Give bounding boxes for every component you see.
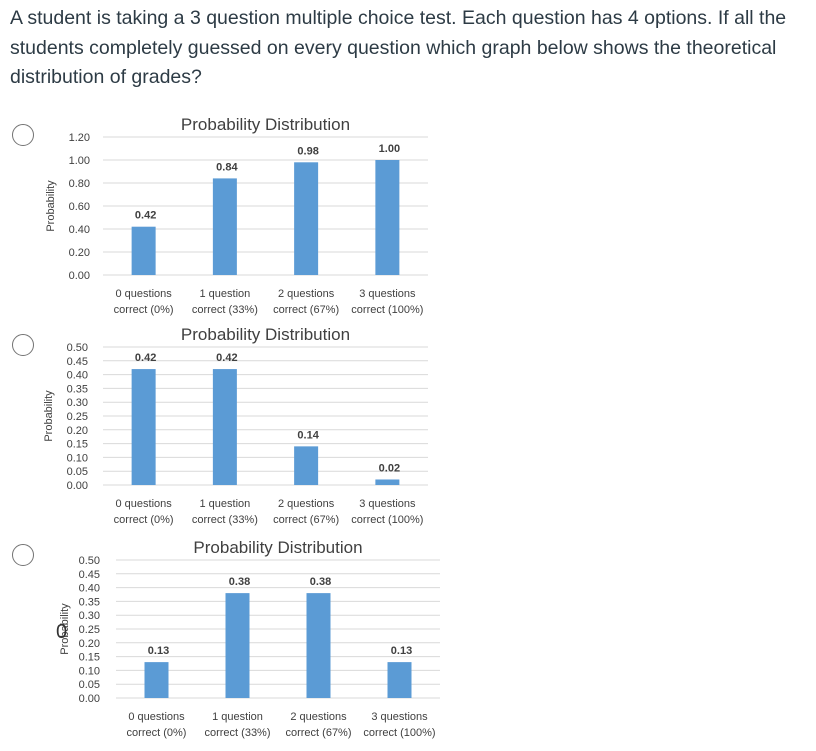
bar: [212, 178, 237, 275]
bar-value-label: 0.14: [297, 429, 319, 441]
x-category-label: 2 questions: [278, 288, 335, 300]
x-category-label: correct (0%): [114, 304, 174, 316]
x-category-label: correct (0%): [114, 514, 174, 526]
x-category-label: correct (67%): [273, 304, 339, 316]
y-tick-label: 0.05: [79, 679, 100, 691]
y-axis-label: Probability: [59, 603, 71, 655]
y-tick-label: 0.10: [79, 665, 100, 677]
y-tick-label: 0.45: [79, 569, 100, 581]
y-tick-label: 0.10: [67, 452, 88, 464]
bar: [375, 479, 400, 485]
bar-value-label: 0.42: [135, 352, 156, 364]
x-category-label: correct (0%): [127, 727, 187, 739]
y-tick-label: 0.15: [67, 439, 88, 451]
y-tick-label: 0.50: [67, 342, 88, 354]
y-axis-label: Probability: [43, 390, 55, 442]
x-category-label: correct (33%): [204, 727, 270, 739]
bar-value-label: 0.13: [148, 645, 169, 657]
x-category-label: 0 questions: [128, 711, 185, 723]
bar: [144, 662, 169, 698]
x-category-label: 3 questions: [359, 288, 416, 300]
bar: [306, 593, 331, 698]
chart-title: Probability Distribution: [193, 538, 362, 557]
y-tick-label: 0.00: [67, 480, 88, 492]
y-tick-label: 0.40: [69, 224, 90, 236]
x-category-label: 3 questions: [371, 711, 428, 723]
x-category-label: 1 question: [212, 711, 263, 723]
bar: [375, 160, 400, 275]
chart-svg: Probability Distribution Probability 0.00 0…: [43, 325, 428, 526]
bar-value-label: 0.38: [229, 576, 250, 588]
chart-svg: Probability Distribution Probability 0.00 0…: [59, 538, 440, 739]
y-tick-label: 1.00: [69, 155, 90, 167]
bar-value-label: 0.98: [297, 145, 318, 157]
y-axis-label: Probability: [45, 180, 57, 232]
y-tick-label: 0.25: [79, 624, 100, 636]
stray-mark: 0: [56, 621, 68, 643]
bar: [294, 446, 319, 485]
y-tick-label: 0.20: [67, 425, 88, 437]
x-category-label: 1 question: [199, 288, 250, 300]
y-tick-label: 0.40: [67, 370, 88, 382]
y-tick-label: 0.00: [69, 270, 90, 282]
bar: [387, 662, 412, 698]
x-category-label: 2 questions: [290, 711, 347, 723]
chart-title: Probability Distribution: [181, 325, 350, 344]
y-tick-label: 0.60: [69, 201, 90, 213]
y-tick-label: 0.35: [67, 383, 88, 395]
option-3-radio[interactable]: [12, 544, 34, 566]
x-category-label: correct (100%): [351, 514, 423, 526]
bar-value-label: 0.13: [391, 645, 412, 657]
option-2-chart: Probability Distribution Probability 0.00 0…: [40, 322, 460, 532]
bar-value-label: 0.42: [135, 210, 156, 222]
y-tick-label: 0.30: [67, 397, 88, 409]
chart-title: Probability Distribution: [181, 115, 350, 134]
y-tick-label: 0.20: [69, 247, 90, 259]
y-tick-label: 0.25: [67, 411, 88, 423]
y-tick-label: 0.45: [67, 356, 88, 368]
bar: [131, 369, 156, 485]
y-tick-label: 1.20: [69, 132, 90, 144]
y-tick-label: 0.50: [79, 555, 100, 567]
x-category-label: 1 question: [199, 498, 250, 510]
option-1-radio[interactable]: [12, 124, 34, 146]
y-tick-label: 0.15: [79, 652, 100, 664]
bar: [294, 162, 319, 275]
x-category-label: 0 questions: [115, 288, 172, 300]
x-category-label: correct (33%): [192, 304, 258, 316]
x-category-label: 2 questions: [278, 498, 335, 510]
x-category-label: correct (100%): [351, 304, 423, 316]
question-text: A student is taking a 3 question multipl…: [10, 7, 787, 88]
y-tick-label: 0.20: [79, 638, 100, 650]
x-category-label: correct (33%): [192, 514, 258, 526]
bar: [212, 369, 237, 485]
option-2-radio[interactable]: [12, 334, 34, 356]
y-tick-label: 0.05: [67, 466, 88, 478]
y-tick-label: 0.00: [79, 693, 100, 705]
y-tick-label: 0.35: [79, 596, 100, 608]
bar: [225, 593, 250, 698]
x-category-label: correct (67%): [285, 727, 351, 739]
option-1-chart: Probability Distribution Probability 0.00 0…: [40, 112, 460, 322]
bar-value-label: 0.02: [379, 462, 400, 474]
bar-value-label: 0.42: [216, 352, 237, 364]
chart-svg: Probability Distribution Probability 0.00 0…: [45, 115, 428, 316]
x-category-label: 3 questions: [359, 498, 416, 510]
y-tick-label: 0.40: [79, 583, 100, 595]
x-category-label: correct (100%): [363, 727, 435, 739]
bar: [131, 226, 156, 275]
option-3-chart: Probability Distribution Probability 0.00 0…: [40, 535, 460, 745]
y-tick-label: 0.30: [79, 610, 100, 622]
bar-value-label: 0.84: [216, 161, 238, 173]
bar-value-label: 0.38: [310, 576, 331, 588]
y-tick-label: 0.80: [69, 178, 90, 190]
x-category-label: correct (67%): [273, 514, 339, 526]
x-category-label: 0 questions: [115, 498, 172, 510]
bar-value-label: 1.00: [379, 143, 400, 155]
